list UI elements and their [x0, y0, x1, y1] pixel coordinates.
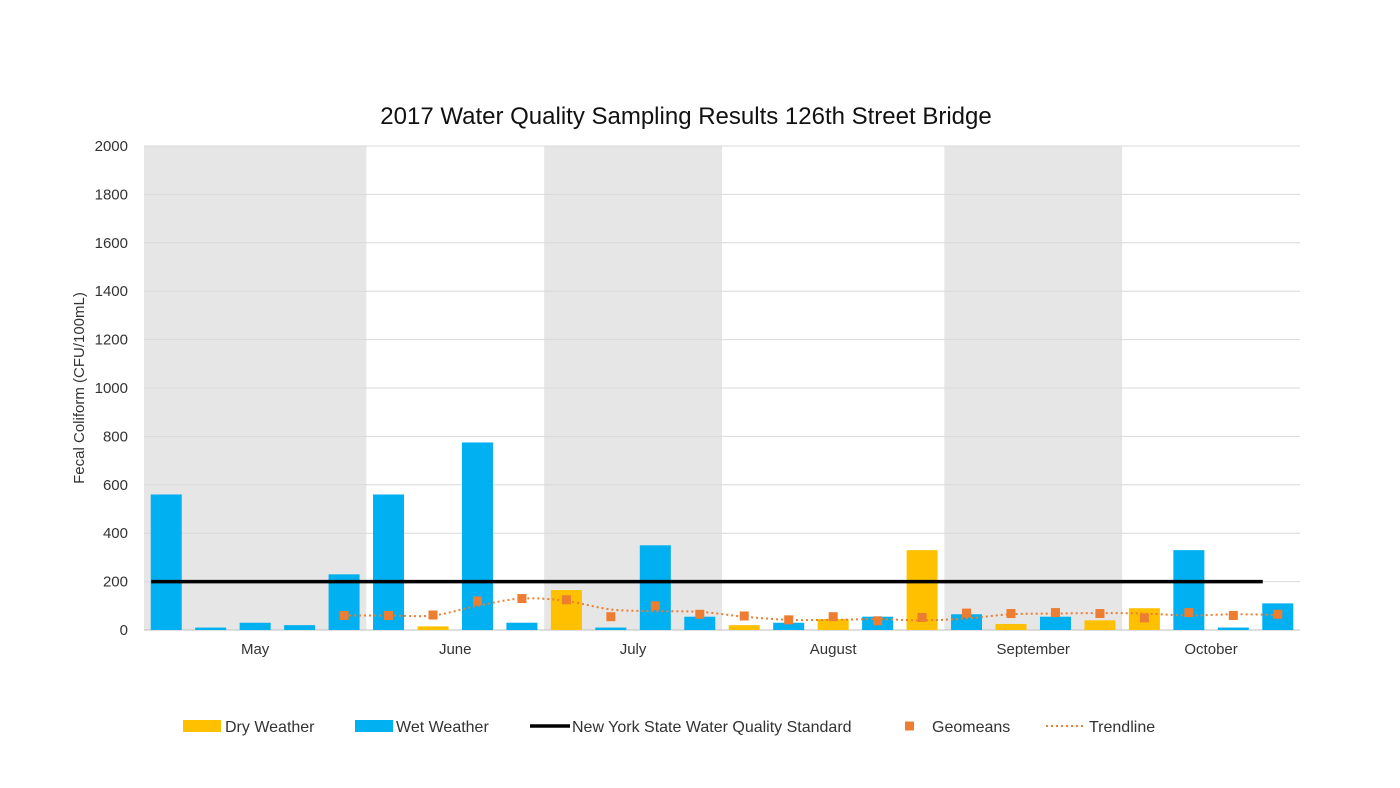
geomean-marker	[428, 610, 438, 620]
geomean-marker	[784, 615, 794, 625]
wet-weather-bar	[951, 614, 983, 630]
month-label-july: July	[620, 641, 647, 658]
dry-weather-bar	[995, 623, 1027, 630]
month-labels: May June July August September October	[241, 641, 1238, 658]
dry-weather-bar	[728, 625, 760, 630]
geomean-marker	[917, 612, 927, 622]
geomean-marker	[561, 595, 571, 605]
y-tick-label: 600	[103, 477, 128, 494]
trendline-path	[344, 597, 1278, 622]
y-tick-label: 0	[120, 622, 128, 639]
geomean-marker	[650, 601, 660, 611]
month-label-june: June	[439, 641, 472, 658]
geomean-marker	[1273, 609, 1283, 619]
wet-weather-bar	[684, 616, 716, 630]
geomean-marker	[384, 610, 394, 620]
month-label-august: August	[810, 641, 858, 658]
legend-swatch-dry-weather	[183, 720, 221, 732]
wet-weather-bar	[195, 627, 227, 630]
y-tick-label: 1400	[95, 283, 128, 300]
trendline	[344, 597, 1278, 622]
y-tick-label: 1000	[95, 380, 128, 397]
y-tick-label: 200	[103, 574, 128, 591]
legend-swatch-geomeans	[905, 721, 914, 731]
month-label-september: September	[997, 641, 1070, 658]
month-label-october: October	[1184, 641, 1237, 658]
geomean-marker	[695, 609, 705, 619]
wet-weather-bar	[1173, 550, 1205, 630]
month-label-may: May	[241, 641, 270, 658]
geomean-marker	[517, 594, 527, 604]
geomean-marker	[1139, 613, 1149, 623]
y-tick-labels: 0 200 400 600 800 1000 1200 1400 1600 1800 2000	[95, 138, 128, 639]
legend-label-new-york-state-water-quality-standard: New York State Water Quality Standard	[572, 719, 852, 736]
legend: Dry Weather Wet Weather New York State Wat…	[183, 719, 1155, 736]
wet-weather-bar	[639, 545, 671, 630]
wet-weather-bar	[150, 494, 182, 630]
dry-weather-bar	[1084, 620, 1116, 630]
legend-label-geomeans: Geomeans	[932, 719, 1010, 736]
legend-label-trendline: Trendline	[1089, 719, 1155, 736]
geomean-marker	[1006, 609, 1016, 619]
wet-weather-bar	[373, 494, 405, 630]
geomean-marker	[962, 608, 972, 618]
legend-label-dry-weather: Dry Weather	[225, 719, 315, 736]
geomean-marker	[739, 611, 749, 621]
geomean-marker	[1228, 610, 1238, 620]
geomean-marker	[1050, 608, 1060, 618]
dry-weather-bar	[817, 619, 849, 630]
legend-swatch-wet-weather	[355, 720, 393, 732]
wet-weather-bar	[773, 622, 805, 630]
geomean-marker	[873, 616, 883, 626]
wet-weather-bar	[506, 622, 538, 630]
wet-weather-bar	[284, 625, 316, 630]
y-tick-label: 800	[103, 428, 128, 445]
wet-weather-bar	[1039, 616, 1071, 630]
y-axis-label: Fecal Coliform (CFU/100mL)	[71, 292, 88, 484]
y-tick-label: 1200	[95, 332, 128, 349]
y-tick-label: 400	[103, 525, 128, 542]
geomean-marker	[1095, 609, 1105, 619]
y-tick-label: 1800	[95, 186, 128, 203]
chart-title: 2017 Water Quality Sampling Results 126t…	[380, 103, 991, 130]
geomean-marker	[606, 612, 616, 622]
legend-label-wet-weather: Wet Weather	[396, 719, 489, 736]
wet-weather-bar	[239, 622, 271, 630]
wet-weather-bar	[595, 627, 627, 630]
dry-weather-bar	[417, 626, 449, 630]
geomean-marker	[828, 612, 838, 622]
y-tick-label: 2000	[95, 138, 128, 155]
geomean-markers	[339, 594, 1283, 626]
bars	[150, 442, 1294, 630]
geomean-marker	[472, 596, 482, 606]
wet-weather-bar	[328, 574, 360, 630]
y-tick-label: 1600	[95, 235, 128, 252]
geomean-marker	[339, 610, 349, 620]
geomean-marker	[1184, 608, 1194, 618]
wet-weather-bar	[1217, 627, 1249, 630]
